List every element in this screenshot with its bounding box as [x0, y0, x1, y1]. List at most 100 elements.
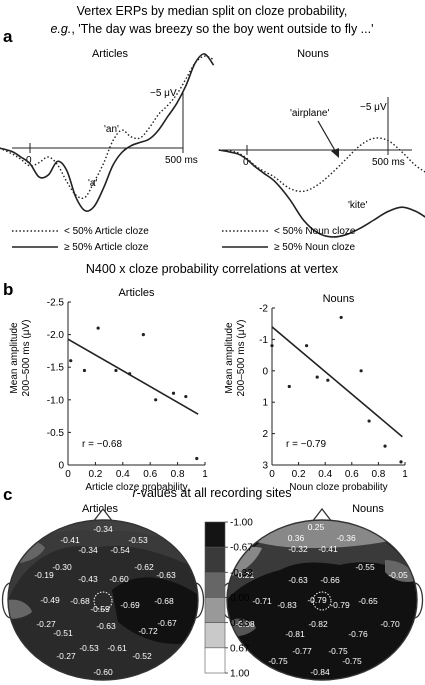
colorbar-label: 0.00 [230, 593, 250, 604]
scatter-point [141, 333, 145, 337]
scatter-ytick-label: -0.5 [47, 428, 65, 439]
erp-articles-scale-label: −5 μV [150, 88, 177, 99]
scatter-nouns-ylabel-2: 200–500 ms (μV) [236, 320, 247, 397]
topomap-r-value: -0.79 [307, 595, 327, 605]
scatter-point [339, 315, 343, 320]
scatter-point [315, 375, 319, 379]
topomap-r-value: -0.52 [132, 651, 152, 661]
colorbar-label: -0.67 [230, 543, 253, 554]
topomap-nouns-title: Nouns [352, 503, 384, 515]
colorbar-label: 0.67 [230, 643, 250, 654]
scatter-title: Articles [118, 287, 155, 299]
topomap-r-value: -0.69 [120, 600, 140, 610]
topomap-r-value: -0.83 [277, 600, 297, 610]
topomap-r-value: -0.75 [328, 646, 348, 656]
scatter-point [154, 398, 158, 402]
scatter-xtick-label: 0.6 [143, 469, 157, 480]
panel-c-letter: c [3, 485, 12, 504]
erp-articles-annot-an: 'an' [104, 124, 119, 135]
scatter-point [69, 359, 73, 363]
scatter-ytick-label: 1 [262, 398, 268, 409]
scatter-xtick-label: 0.4 [318, 469, 332, 480]
scatter-ytick-label: -2 [259, 304, 268, 315]
scatter-xtick-label: 0.6 [345, 469, 359, 480]
topomap-r-value: -0.51 [53, 628, 73, 638]
scatter-ytick-label: -2.5 [47, 298, 65, 309]
topomap-r-value: -0.08 [235, 619, 255, 629]
erp-nouns-scale-label: −5 μV [360, 102, 387, 113]
scatter-point [304, 344, 309, 348]
topomap-r-value: -0.79 [330, 600, 350, 610]
legend-nouns-low-label: < 50% Noun cloze [274, 226, 356, 237]
scatter-point [270, 344, 274, 348]
scatter-xtick-label: 1 [202, 469, 208, 480]
topomap-r-value: -0.66 [320, 575, 340, 585]
scatter-ytick-label: -1.5 [47, 363, 65, 374]
topomap-r-value: -0.60 [109, 574, 129, 584]
topomap-r-value: -0.84 [310, 667, 330, 677]
topomap-r-value: -0.43 [78, 574, 98, 584]
topomap-r-value: -0.27 [36, 619, 56, 629]
erp-nouns-time-label: 500 ms [372, 157, 405, 168]
topomap-nouns: 0.250.36 -0.36 -0.32 -0.41 -0.55 0.21 -0.05 -0.… [220, 507, 424, 681]
panel-a-letter: a [3, 27, 13, 46]
topomap-r-value: -0.76 [348, 629, 368, 639]
scatter-point [171, 391, 176, 395]
scatter-nouns-ylabel-1: Mean amplitude [224, 322, 235, 394]
colorbar-segment [204, 521, 226, 548]
topomap-r-value: -0.63 [288, 575, 308, 585]
topomap-r-value: -0.65 [358, 596, 378, 606]
topomap-r-value: -0.53 [79, 643, 99, 653]
topomap-r-value: -0.68 [70, 596, 90, 606]
topomap-r-value: -0.59 [90, 604, 110, 614]
scatter-xtick-label: 0.2 [292, 469, 306, 480]
topomap-nouns-nose [311, 507, 333, 523]
erp-articles-time-label: 500 ms [165, 155, 198, 166]
scatter-point [195, 456, 199, 461]
topomap-r-value: 0.21 [238, 570, 255, 580]
colorbar-label: 0.33 [230, 618, 250, 629]
topomap-r-value: -0.82 [308, 619, 328, 629]
topomap-r-value: -0.41 [60, 535, 80, 545]
scatter-articles-ylabel-1: Mean amplitude [9, 322, 20, 394]
topomap-articles-outline [7, 519, 199, 681]
scatter-xtick-label: 0.2 [88, 469, 102, 480]
erp-nouns-annot-kite: 'kite' [348, 200, 367, 211]
scatter-xtick-label: 0.4 [116, 469, 130, 480]
colorbar-segment [204, 622, 226, 649]
topomap-r-value: -0.71 [252, 596, 272, 606]
scatter-r-annotation: r = −0.68 [82, 439, 122, 450]
panel-a-subtitle: e.g., 'The day was breezy so the boy wen… [50, 22, 373, 36]
scatter-point [326, 378, 330, 382]
erp-nouns-high-cloze-line [218, 149, 425, 238]
erp-articles-zero-label: 0 [26, 155, 32, 166]
erp-nouns-annot-airplane: 'airplane' [290, 108, 329, 119]
topomap-r-value: -0.27 [56, 651, 76, 661]
scatter-point [184, 394, 188, 399]
topomap-r-value: -0.70 [380, 619, 400, 629]
panel-c-title: r-values at all recording sites [132, 486, 291, 500]
topomap-r-value: -0.05 [388, 570, 408, 580]
topomap-r-value: -0.77 [292, 646, 312, 656]
erp-nouns-airplane-arrow [317, 120, 338, 155]
topomap-r-value: -0.34 [78, 545, 98, 555]
topomap-r-value: -0.68 [154, 596, 174, 606]
scatter-fit-line [67, 338, 199, 415]
colorbar-segment [204, 546, 226, 573]
topomap-r-value: -0.67 [157, 618, 177, 628]
topomap-r-value: -0.75 [268, 656, 288, 666]
colorbar-segment [204, 572, 226, 598]
topomap-r-value: -0.72 [138, 626, 158, 636]
scatter-point [96, 326, 100, 330]
topomap-r-value: -0.63 [156, 570, 176, 580]
scatter-point [359, 369, 363, 373]
topomap-articles-vertex-marker [93, 591, 113, 611]
topomap-r-value: -0.36 [336, 533, 356, 543]
scatter-xtick-label: 0.8 [171, 469, 185, 480]
scatter-xlabel: Noun cloze probability [289, 482, 387, 493]
scatter-xtick-label: 0 [65, 469, 71, 480]
topomap-articles-nose [92, 507, 114, 523]
scatter-point [128, 372, 132, 376]
panel-b-title: N400 x cloze probability correlations at… [86, 262, 339, 276]
